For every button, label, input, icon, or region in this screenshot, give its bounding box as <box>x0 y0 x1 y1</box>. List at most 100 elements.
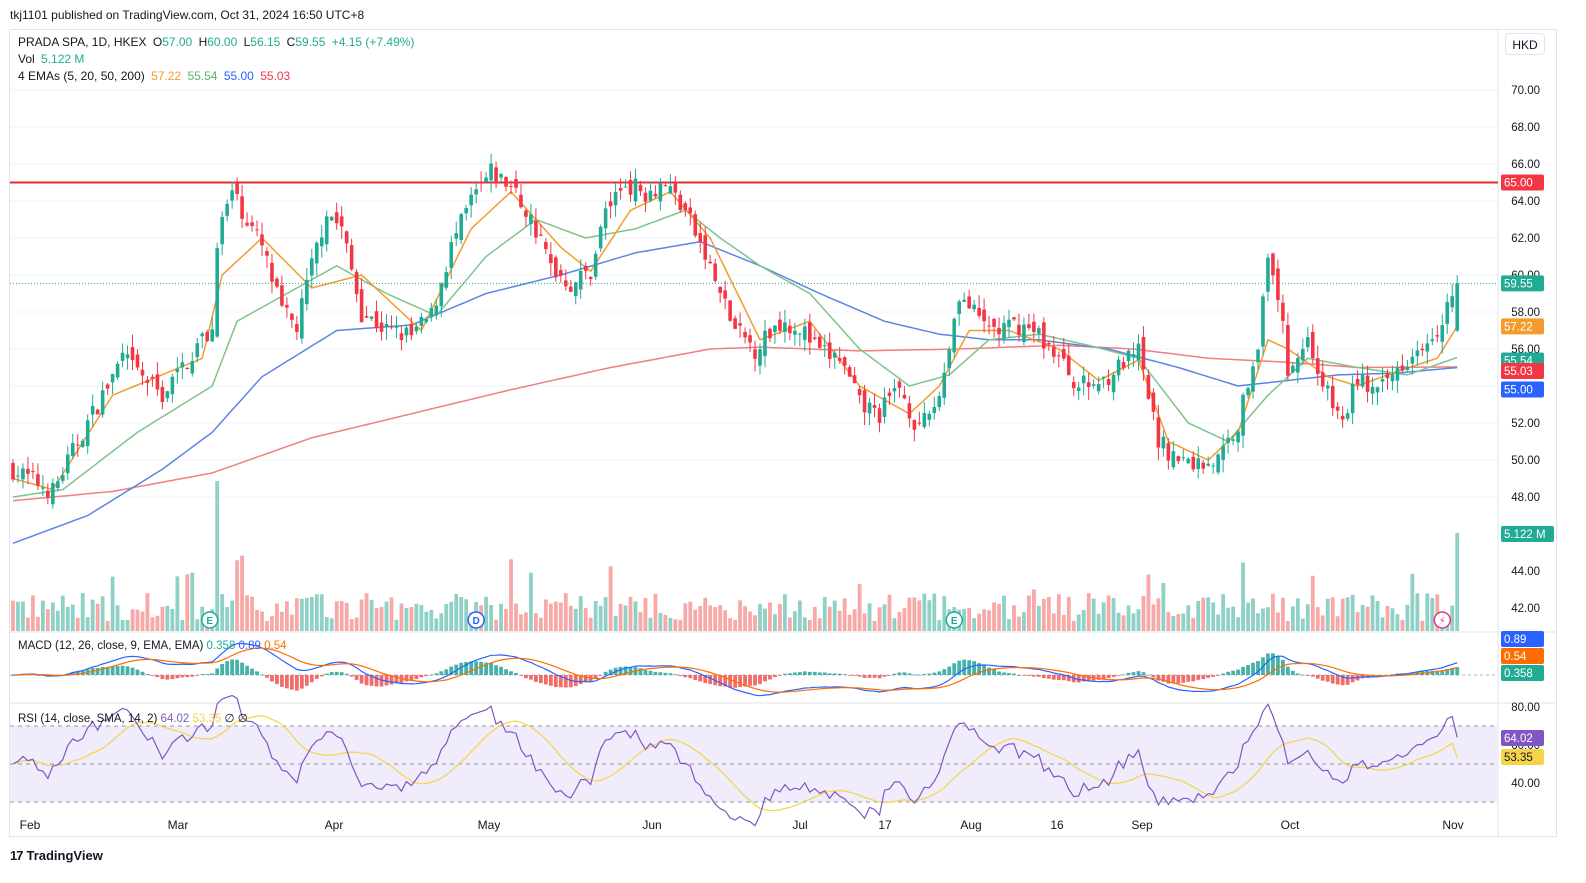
volume-bar <box>763 608 767 631</box>
volume-tick-label: 44.00 <box>1511 566 1540 578</box>
earnings-marker-mar[interactable]: E <box>200 611 219 629</box>
candle <box>509 186 513 188</box>
volume-bar <box>190 572 195 631</box>
candle <box>275 278 279 287</box>
macd-hist-bar <box>827 673 832 675</box>
tradingview-brand[interactable]: 17 TradingView <box>10 848 103 863</box>
volume-label[interactable]: Vol <box>18 52 35 66</box>
candle <box>1261 296 1265 347</box>
symbol-title[interactable]: PRADA SPA, 1D, HKEX <box>18 35 147 49</box>
candle <box>987 325 991 327</box>
candle <box>414 326 419 332</box>
volume-bar <box>285 601 289 631</box>
macd-hist-bar <box>1166 675 1171 684</box>
macd-label[interactable]: MACD (12, 26, close, 9, EMA, EMA) <box>18 640 204 652</box>
volume-bar <box>409 607 414 631</box>
author-name[interactable]: tkj1101 <box>10 8 48 22</box>
macd-hist-bar <box>1231 670 1235 675</box>
ema20-line <box>12 209 1458 498</box>
candle <box>439 283 444 307</box>
volume-bar <box>743 606 747 631</box>
candle <box>95 409 100 415</box>
macd-hist-bar <box>603 671 608 675</box>
candle <box>773 325 777 333</box>
volume-bar <box>937 620 942 631</box>
candle <box>1071 382 1076 389</box>
volume-bar <box>797 600 802 631</box>
macd-legend: MACD (12, 26, close, 9, EMA, EMA) 0.358 … <box>18 640 287 652</box>
volume-bar <box>653 593 658 631</box>
macd-hist-bar <box>578 675 583 685</box>
volume-bar <box>1121 615 1126 631</box>
macd-hist-bar <box>1320 675 1325 681</box>
earnings-marker-jul[interactable]: E <box>945 611 963 629</box>
macd-hist-bar <box>683 675 688 678</box>
volume-bar <box>982 609 986 631</box>
volume-bar <box>1315 607 1320 631</box>
macd-hist-bar <box>1221 673 1226 675</box>
candle <box>793 330 797 335</box>
volume-bar <box>240 555 244 631</box>
macd-hist-bar <box>663 672 668 675</box>
flash-marker-circle <box>1433 611 1452 629</box>
time-tick-label: Jul <box>792 818 807 832</box>
flash-marker[interactable]: ⚡ <box>1433 611 1452 629</box>
volume-bar <box>1370 595 1375 631</box>
volume-bar <box>85 617 90 631</box>
volume-bar <box>250 596 254 631</box>
volume-bar <box>703 597 708 631</box>
candle <box>41 487 45 489</box>
macd-hist-bar <box>1186 675 1191 682</box>
macd-hist-bar <box>514 673 518 675</box>
candle <box>210 329 214 342</box>
volume-bar <box>294 598 299 631</box>
volume-bar <box>225 607 230 631</box>
volume-bar <box>354 617 359 631</box>
volume-bar <box>1455 533 1460 631</box>
ema-row: 4 EMAs (5, 20, 50, 200) 57.22 55.54 55.0… <box>18 68 417 85</box>
ema200-value-badge-bg <box>1501 362 1544 379</box>
volume-bar <box>255 609 259 631</box>
volume-bar <box>1106 595 1111 631</box>
volume-bar <box>50 602 55 631</box>
candle <box>832 352 837 358</box>
candle <box>85 420 90 447</box>
macd-hist-bar <box>962 659 967 675</box>
candle <box>583 265 588 271</box>
macd-hist-bar <box>932 672 937 675</box>
candle <box>434 305 439 315</box>
candle <box>404 327 409 336</box>
candle <box>1276 268 1280 301</box>
volume-bar <box>235 560 239 631</box>
price-tick-label: 52.00 <box>1511 418 1540 430</box>
currency-button[interactable]: HKD <box>1505 33 1545 55</box>
candle <box>220 216 224 245</box>
candle <box>1116 359 1121 376</box>
macd-hist-bar <box>852 675 857 676</box>
macd-hist-bar <box>768 675 772 680</box>
candle <box>1201 462 1206 469</box>
time-tick-label: Feb <box>20 818 41 832</box>
dividend-marker-may[interactable]: D <box>467 611 485 629</box>
macd-hist-bar <box>429 674 434 676</box>
macd-hist-bar <box>180 675 185 678</box>
candle <box>75 444 80 446</box>
candle <box>539 234 543 236</box>
volume-bar <box>688 601 693 631</box>
last-price-badge: 59.55 <box>1501 275 1544 292</box>
volume-bar <box>220 594 225 631</box>
macd-hist-bar <box>1350 675 1355 683</box>
ema-label[interactable]: 4 EMAs (5, 20, 50, 200) <box>18 69 145 83</box>
candle <box>628 179 633 195</box>
rsi-label[interactable]: RSI (14, close, SMA, 14, 2) <box>18 713 158 725</box>
macd-hist-bar <box>1455 667 1460 675</box>
ema5-value: 57.22 <box>1504 321 1533 333</box>
candle <box>1271 253 1275 276</box>
volume-bar <box>608 566 613 631</box>
candle <box>1022 324 1026 343</box>
volume-bar <box>60 595 65 631</box>
candle <box>1191 456 1196 470</box>
macd-hist-bar <box>1061 675 1066 681</box>
volume-bar <box>1086 593 1091 631</box>
